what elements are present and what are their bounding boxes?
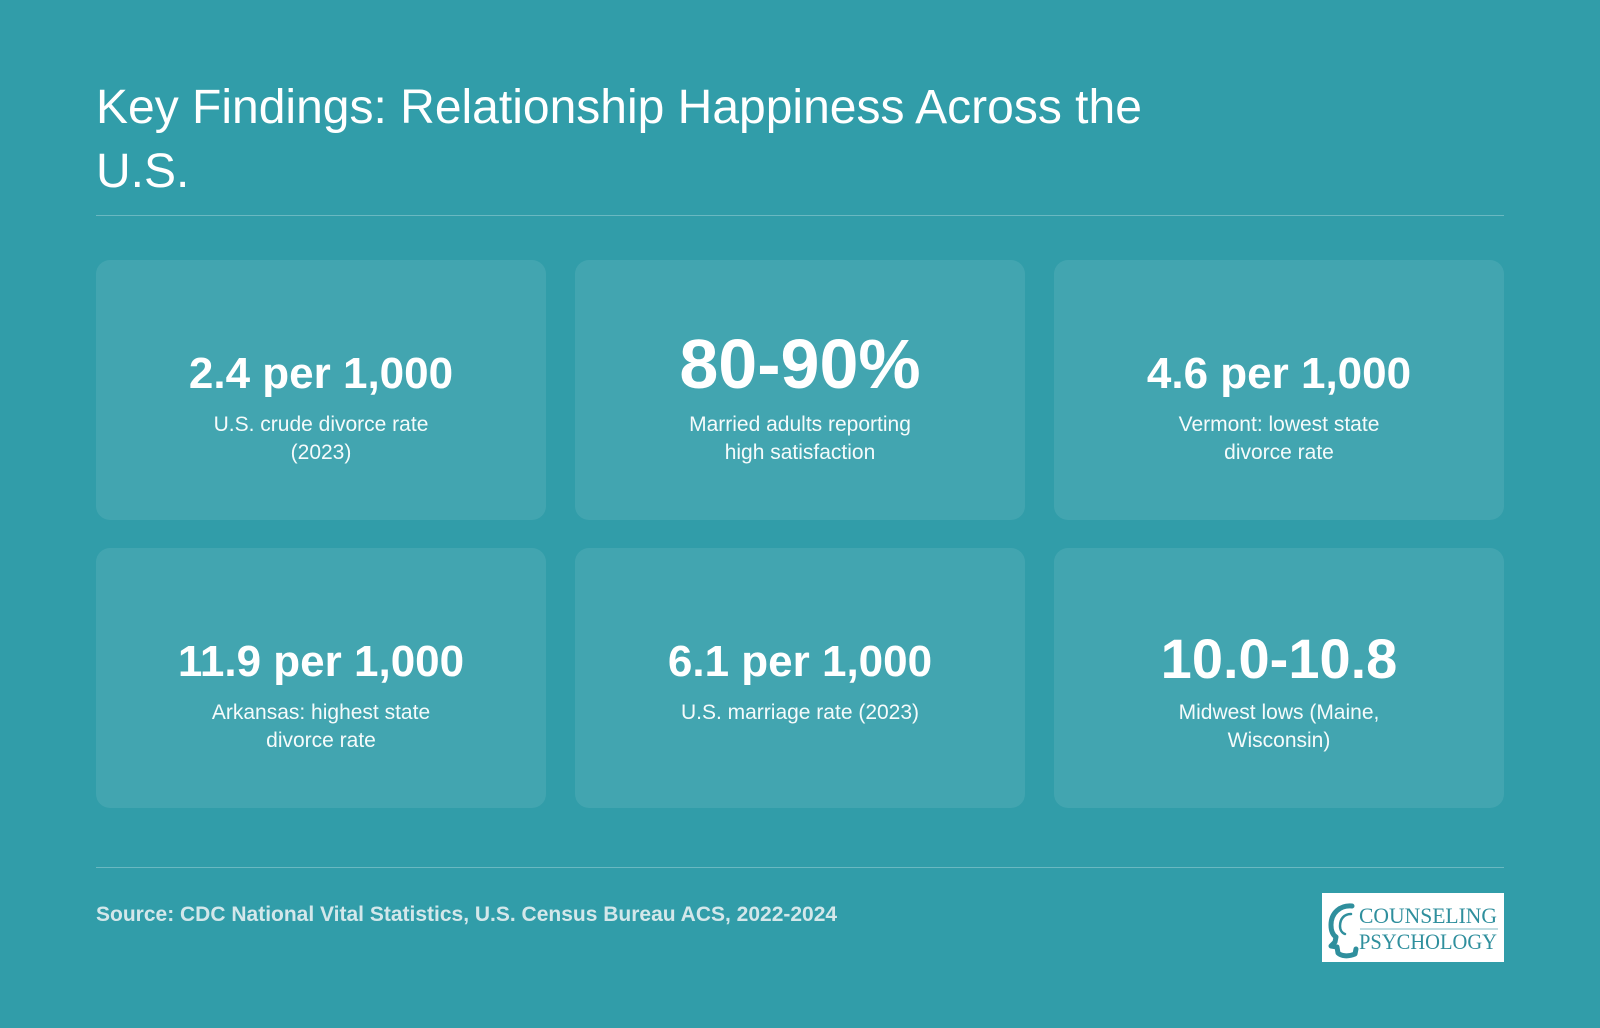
logo-line-2: PSYCHOLOGY <box>1359 929 1497 954</box>
stat-card-grid: 2.4 per 1,000 U.S. crude divorce rate (2… <box>96 260 1504 808</box>
stat-label: U.S. crude divorce rate (2023) <box>213 413 429 464</box>
stat-label: Arkansas: highest state divorce rate <box>211 701 431 752</box>
footer-divider <box>96 867 1504 868</box>
page-title: Key Findings: Relationship Happiness Acr… <box>96 81 1142 198</box>
stat-value: 2.4 per 1,000 <box>188 349 454 398</box>
stat-card-arkansas: 11.9 per 1,000 Arkansas: highest state d… <box>96 548 546 808</box>
head-profile-inner-icon <box>1338 912 1353 936</box>
stat-card-us-divorce-rate: 2.4 per 1,000 U.S. crude divorce rate (2… <box>96 260 546 520</box>
logo-graphic: COUNSELING PSYCHOLOGY <box>1328 903 1498 959</box>
infographic-page: Key Findings: Relationship Happiness Acr… <box>96 0 1504 1028</box>
stat-value: 6.1 per 1,000 <box>667 637 933 686</box>
stat-label: U.S. marriage rate (2023) <box>680 701 920 724</box>
stat-card-midwest-lows: 10.0-10.8 Midwest lows (Maine, Wisconsin… <box>1054 548 1504 808</box>
stat-value: 11.9 per 1,000 <box>177 637 465 686</box>
stat-value: 10.0-10.8 <box>1160 627 1398 690</box>
source-citation: Source: CDC National Vital Statistics, U… <box>96 903 838 926</box>
stat-label: Midwest lows (Maine, Wisconsin) <box>1178 701 1380 752</box>
stat-label: Married adults reporting high satisfacti… <box>689 413 911 464</box>
stat-value: 80-90% <box>679 325 921 403</box>
stat-card-us-marriage-rate: 6.1 per 1,000 U.S. marriage rate (2023) <box>575 548 1025 808</box>
title-divider <box>96 215 1504 216</box>
stat-card-married-satisfaction: 80-90% Married adults reporting high sat… <box>575 260 1025 520</box>
logo-line-1: COUNSELING <box>1359 903 1497 928</box>
head-profile-icon <box>1328 903 1359 959</box>
stat-label: Vermont: lowest state divorce rate <box>1178 413 1380 464</box>
counseling-psychology-logo: COUNSELING PSYCHOLOGY <box>1322 893 1504 962</box>
stat-card-vermont: 4.6 per 1,000 Vermont: lowest state divo… <box>1054 260 1504 520</box>
stat-value: 4.6 per 1,000 <box>1146 349 1412 398</box>
